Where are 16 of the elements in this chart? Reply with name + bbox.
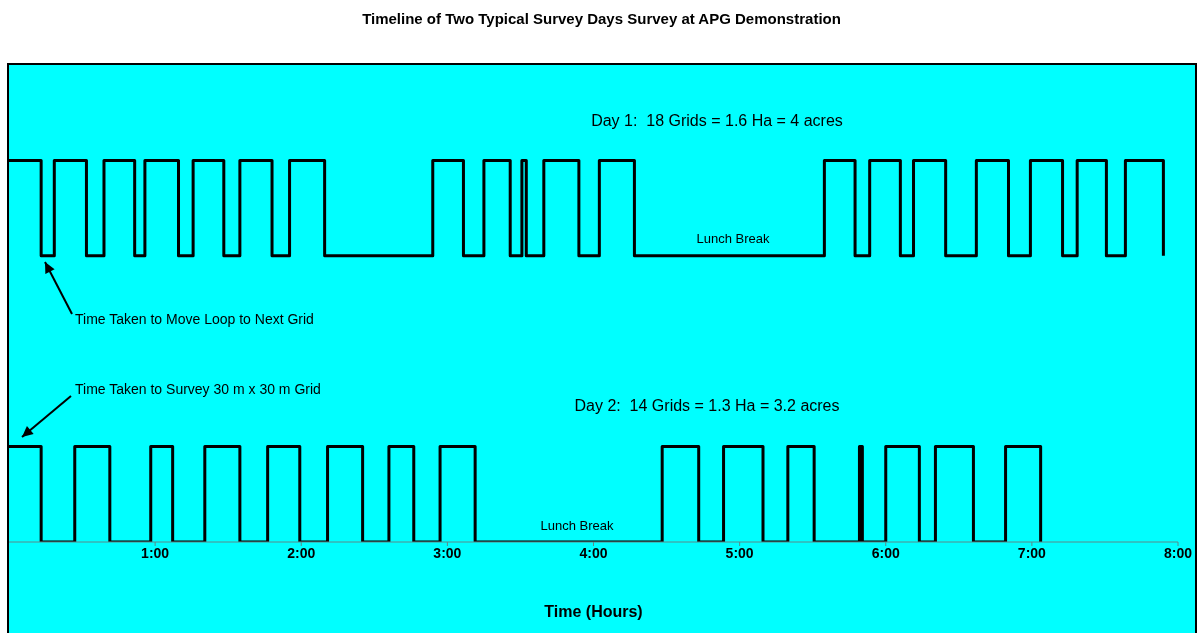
x-tick-label: 6:00 [871,544,900,561]
annotation: Day 2: 14 Grids = 1.3 Ha = 3.2 acres [574,397,840,415]
text: Day 1: 18 Grids = 1.6 Ha = 4 acres [591,112,843,130]
x-tick-label: 1:00 [141,544,170,561]
x-tick-label: 5:00 [725,544,754,561]
annotation: Time Taken to Move Loop to Next Grid [75,310,314,327]
annotation: Lunch Break [540,518,614,534]
x-axis-title: Time (Hours) [544,603,643,620]
x-tick-label: 7:00 [1017,544,1047,561]
annotation: Time Taken to Survey 30 m x 30 m Grid [75,380,321,397]
x-tick-label: 4:00 [579,544,608,561]
chart-title: Timeline of Two Typical Survey Days Survey at APG Demonstration [361,10,842,27]
annotation: Lunch Break [696,231,770,247]
x-tick-label: 2:00 [287,544,316,561]
x-tick-label: 8:00 [1163,544,1193,561]
x-tick-label: 3:00 [433,544,462,561]
